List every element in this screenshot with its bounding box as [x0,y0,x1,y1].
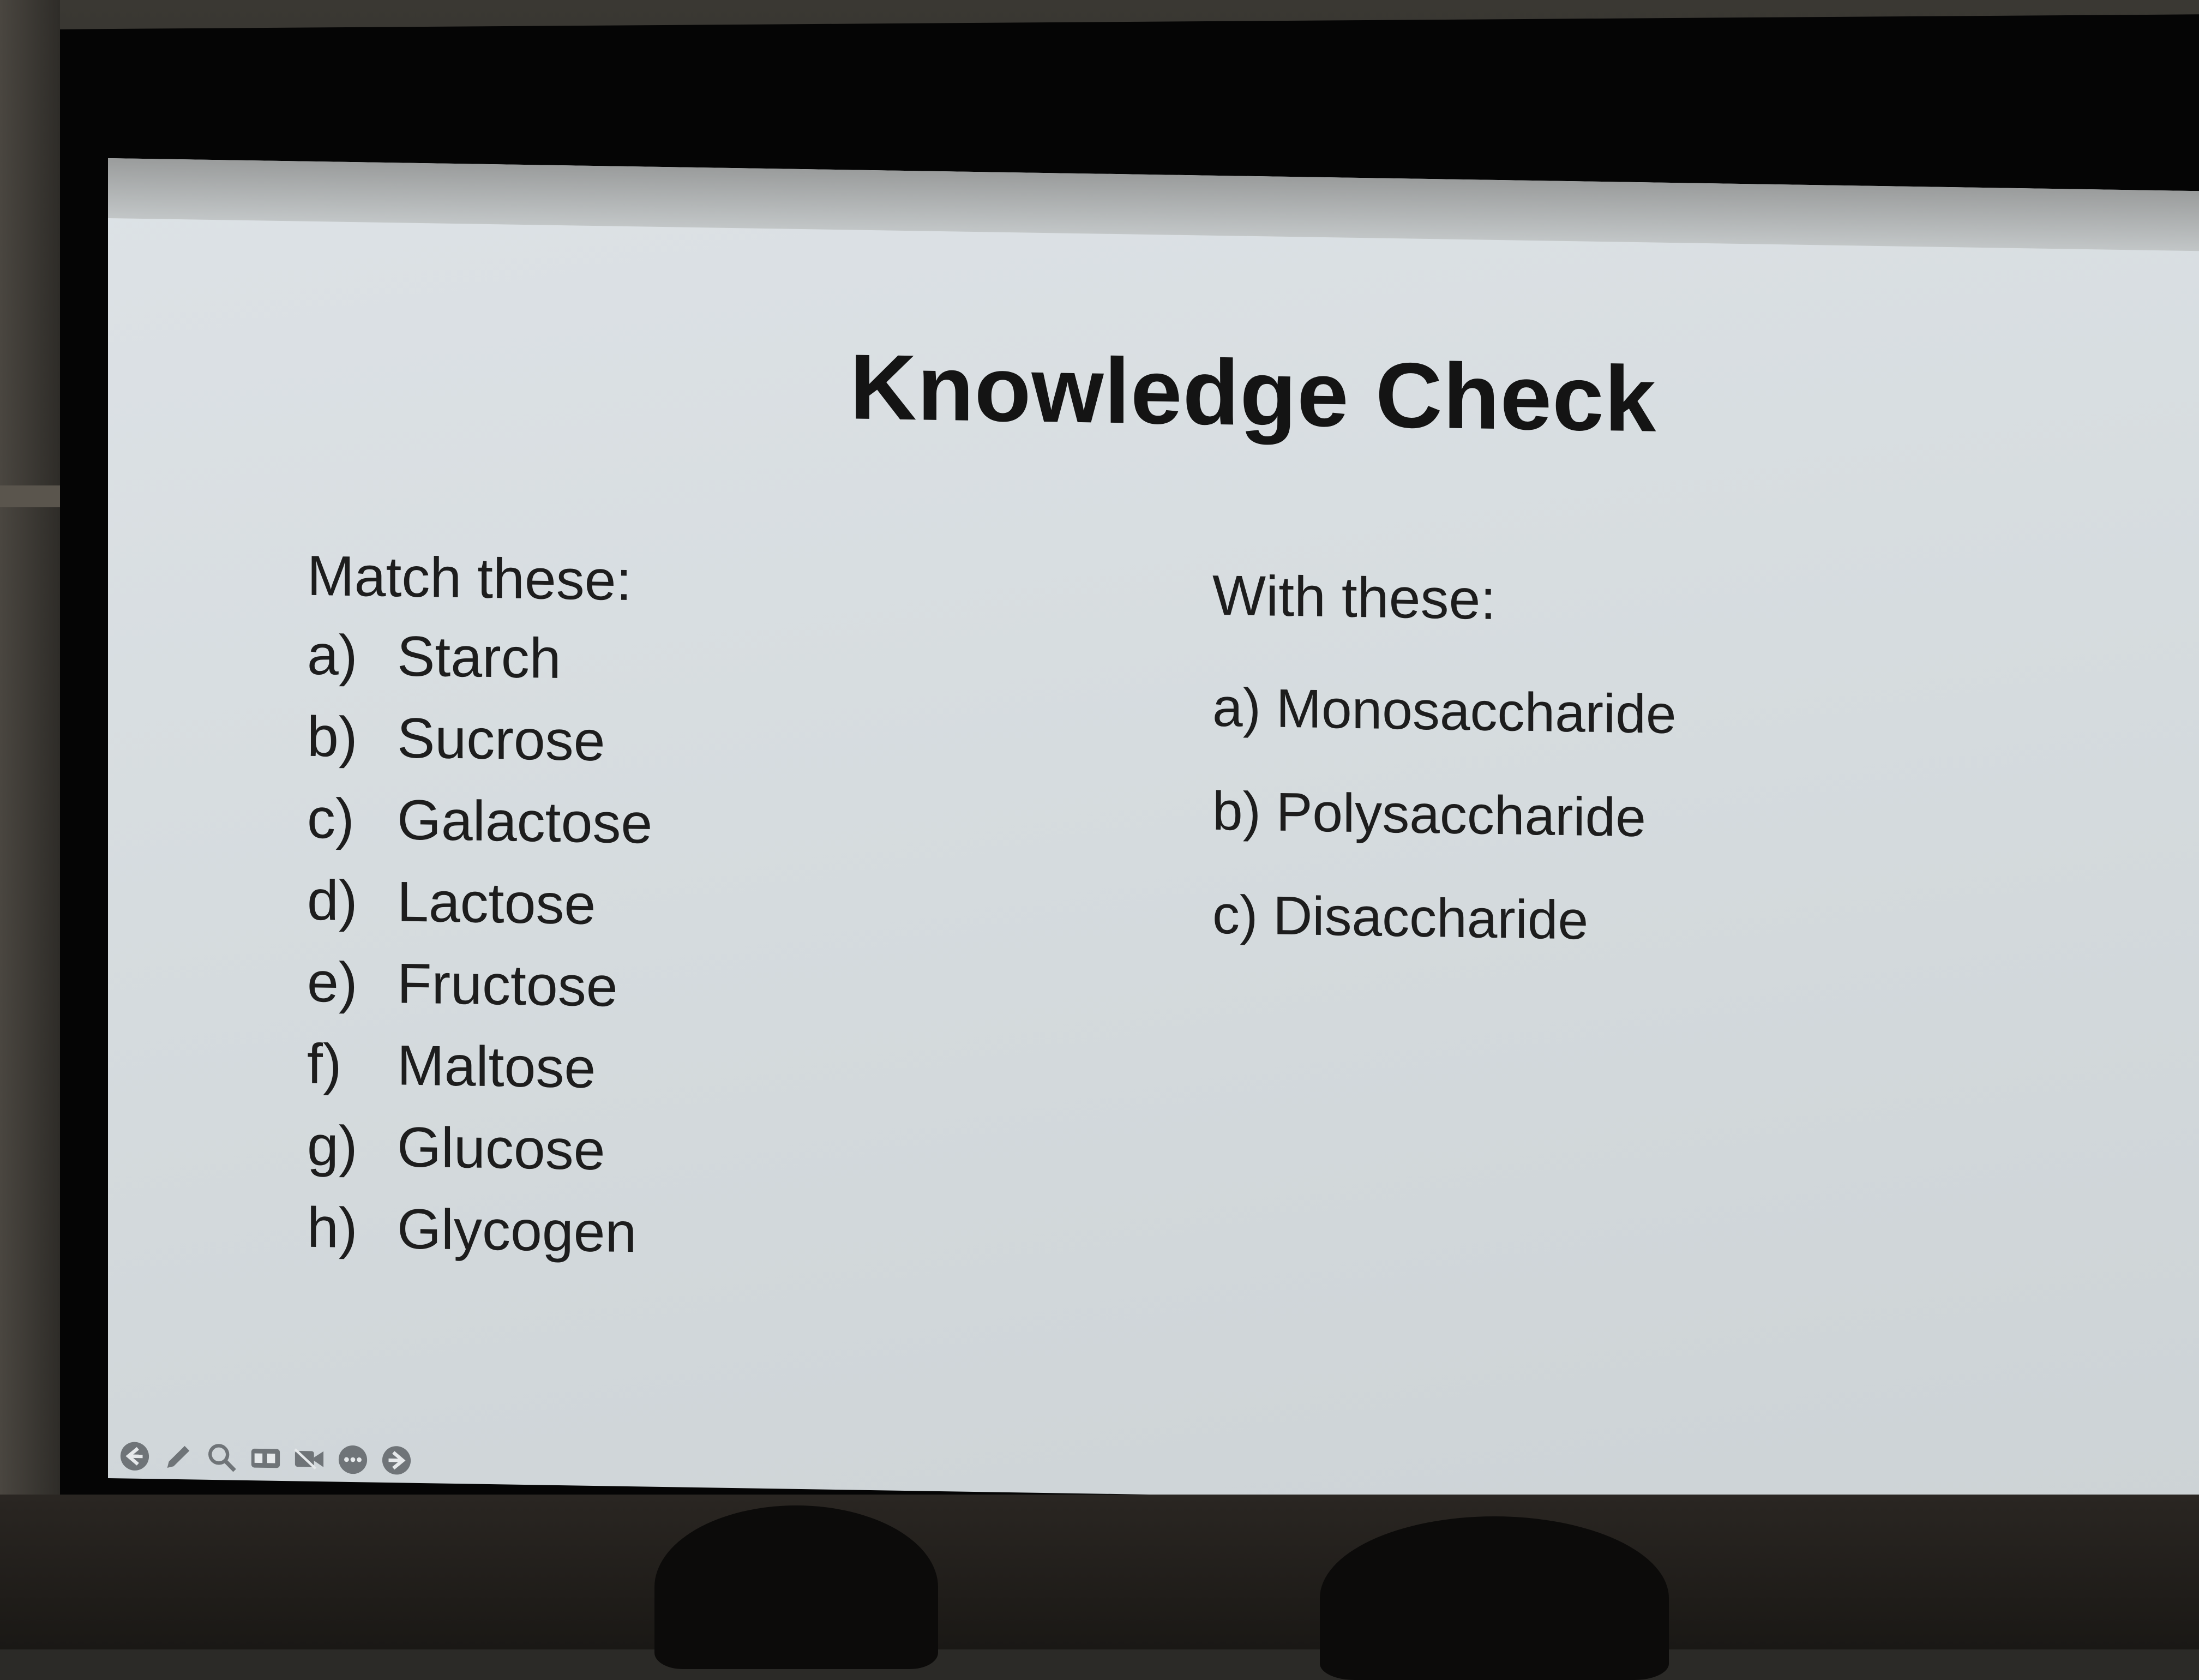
term-text: Glucose [397,1106,605,1191]
next-icon[interactable] [381,1444,412,1477]
term-text: Sucrose [397,697,605,782]
wall-ledge [0,485,60,507]
list-item: g)Glucose [307,1105,652,1192]
list-marker: f) [307,1023,397,1107]
list-item: a)Starch [307,614,652,701]
slide: Knowledge Check Match these: a)Starch b)… [108,158,2199,1511]
term-text: Starch [397,615,561,700]
zoom-icon[interactable] [206,1442,238,1474]
list-marker: a) [307,614,397,698]
match-these-heading: Match these: [307,538,652,620]
side-wall [0,0,60,1649]
list-item: b)Sucrose [307,696,652,783]
presenter-toolbar [119,1440,412,1476]
term-text: Maltose [397,1024,596,1109]
video-icon[interactable] [293,1443,325,1475]
audience-area [0,1495,2199,1649]
list-marker: g) [307,1105,397,1189]
list-item: a) Monosaccharide [1212,656,1676,766]
more-icon[interactable] [337,1444,369,1476]
list-marker: c) [307,778,397,861]
list-item: e)Fructose [307,941,652,1029]
list-item: c)Galactose [307,778,652,865]
list-item: d)Lactose [307,860,652,947]
with-these-column: With these: a) Monosaccharide b) Polysac… [1212,557,1676,974]
captions-icon[interactable] [250,1442,281,1474]
slide-title: Knowledge Check [850,333,1656,453]
list-item: h)Glycogen [307,1187,652,1274]
term-text: Lactose [397,861,596,946]
list-item: b) Polysaccharide [1212,759,1676,870]
category-list: a) Monosaccharide b) Polysaccharide c) D… [1212,656,1676,974]
list-marker: e) [307,941,397,1025]
match-these-column: Match these: a)Starch b)Sucrose c)Galact… [307,538,652,1274]
term-text: Galactose [397,779,652,865]
list-item: f)Maltose [307,1023,652,1111]
list-item: c) Disaccharide [1212,863,1676,974]
previous-icon[interactable] [119,1440,151,1472]
list-marker: h) [307,1187,397,1270]
term-list: a)Starch b)Sucrose c)Galactose d)Lactose… [307,614,652,1274]
audience-head [1320,1516,1669,1680]
list-marker: b) [307,696,397,779]
pen-icon[interactable] [163,1441,194,1473]
term-text: Fructose [397,943,618,1028]
list-marker: d) [307,860,397,943]
term-text: Glycogen [397,1188,636,1274]
with-these-heading: With these: [1212,557,1676,641]
audience-head [654,1505,938,1669]
